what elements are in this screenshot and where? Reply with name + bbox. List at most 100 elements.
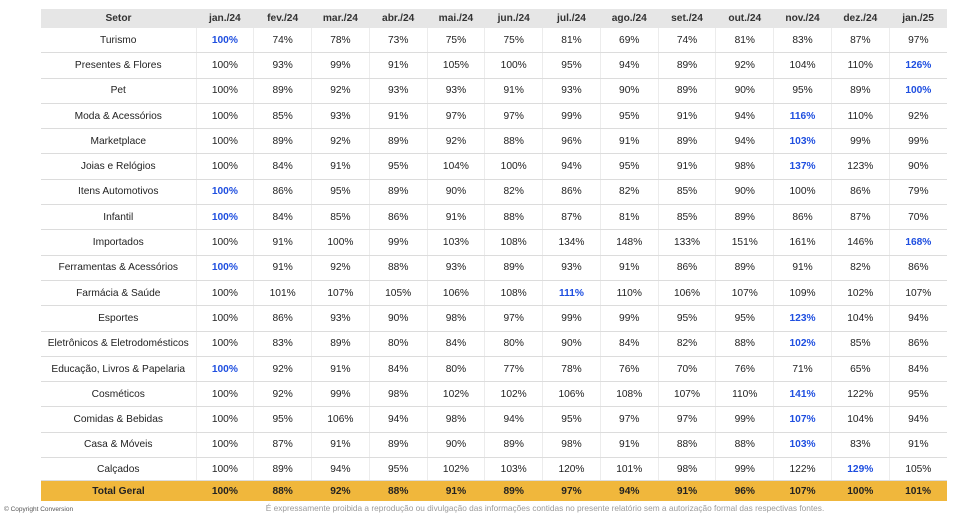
value-cell: 97%: [484, 305, 544, 332]
value-cell: 94%: [889, 305, 947, 332]
value-cell: 83%: [773, 28, 832, 54]
value-cell: 89%: [658, 78, 717, 104]
value-cell: 108%: [484, 229, 544, 256]
total-value-cell: 101%: [889, 480, 947, 502]
header-month: out./24: [715, 9, 774, 28]
value-cell: 95%: [658, 305, 717, 332]
value-cell: 102%: [831, 280, 890, 307]
value-cell: 79%: [889, 179, 947, 206]
value-cell: 84%: [253, 153, 313, 180]
total-value-cell: 91%: [427, 480, 485, 502]
value-cell: 80%: [484, 331, 544, 357]
value-cell: 91%: [253, 229, 313, 256]
value-cell: 137%: [773, 153, 832, 180]
total-row: Total Geral 100% 88% 92% 88% 91% 89% 97% 94% 91%…: [41, 480, 947, 502]
copyright-text: © Copyright Conversion: [4, 506, 74, 513]
value-cell: 91%: [600, 432, 659, 459]
value-cell: 95%: [600, 153, 659, 180]
value-cell: 107%: [715, 280, 775, 307]
total-value-cell: 96%: [715, 480, 774, 502]
value-cell: 161%: [773, 229, 832, 256]
value-cell: 97%: [600, 406, 659, 433]
value-cell: 148%: [600, 229, 659, 256]
value-cell: 81%: [600, 204, 659, 231]
value-cell: 99%: [311, 52, 370, 79]
value-cell: 94%: [542, 153, 601, 180]
value-cell: 106%: [427, 280, 486, 307]
value-cell: 97%: [427, 103, 486, 130]
value-cell: 94%: [484, 406, 544, 433]
value-cell: 110%: [831, 52, 890, 79]
value-cell: 107%: [311, 280, 370, 307]
value-cell: 95%: [715, 305, 775, 332]
sector-name: Esportes: [41, 305, 197, 332]
value-cell: 83%: [253, 331, 313, 357]
value-cell: 108%: [484, 280, 544, 307]
value-cell: 91%: [311, 432, 370, 459]
value-cell: 94%: [369, 406, 428, 433]
total-value-cell: 92%: [311, 480, 370, 502]
value-cell: 82%: [600, 179, 659, 206]
header-month: fev./24: [253, 9, 312, 28]
value-cell: 90%: [542, 331, 601, 357]
value-cell: 105%: [889, 457, 947, 482]
value-cell: 93%: [311, 305, 370, 332]
value-cell: 100%: [196, 305, 255, 332]
value-cell: 84%: [369, 356, 428, 383]
value-cell: 95%: [542, 52, 601, 79]
value-cell: 85%: [658, 179, 717, 206]
total-value-cell: 89%: [484, 480, 543, 502]
value-cell: 69%: [600, 28, 659, 54]
sector-name: Turismo: [41, 28, 197, 54]
value-cell: 94%: [600, 52, 659, 79]
value-cell: 89%: [369, 179, 428, 206]
value-cell: 99%: [600, 305, 659, 332]
header-month: ago./24: [600, 9, 659, 28]
value-cell: 126%: [889, 52, 947, 79]
header-row: Setor jan./24 fev./24 mar./24 abr./24 mai./2…: [41, 9, 947, 28]
value-cell: 86%: [889, 255, 947, 281]
value-cell: 91%: [311, 356, 370, 383]
value-cell: 73%: [369, 28, 428, 54]
header-month: jul./24: [542, 9, 601, 28]
value-cell: 89%: [369, 128, 428, 155]
value-cell: 100%: [484, 52, 544, 79]
value-cell: 123%: [773, 305, 832, 332]
value-cell: 94%: [715, 103, 775, 130]
value-cell: 86%: [773, 204, 832, 231]
total-value-cell: 91%: [658, 480, 716, 502]
value-cell: 90%: [369, 305, 428, 332]
value-cell: 95%: [600, 103, 659, 130]
header-month: set./24: [658, 9, 716, 28]
value-cell: 86%: [889, 331, 947, 357]
value-cell: 98%: [427, 305, 486, 332]
value-cell: 91%: [427, 204, 486, 231]
value-cell: 97%: [889, 28, 947, 54]
value-cell: 97%: [484, 103, 544, 130]
value-cell: 90%: [889, 153, 947, 180]
value-cell: 65%: [831, 356, 890, 383]
total-value-cell: 97%: [542, 480, 601, 502]
value-cell: 85%: [658, 204, 717, 231]
header-month: jan./25: [889, 9, 947, 28]
table-row: Educação, Livros & Papelaria 100% 92% 91% 84…: [41, 356, 947, 383]
value-cell: 76%: [600, 356, 659, 383]
value-cell: 105%: [369, 280, 428, 307]
total-value-cell: 88%: [253, 480, 312, 502]
header-month: dez./24: [831, 9, 890, 28]
value-cell: 70%: [889, 204, 947, 231]
value-cell: 103%: [773, 432, 832, 459]
value-cell: 91%: [600, 255, 659, 281]
table-row: Ferramentas & Acessórios 100% 91% 92% 88% 93%…: [41, 255, 947, 281]
value-cell: 100%: [196, 204, 255, 231]
table-row: Moda & Acessórios 100% 85% 93% 91% 97% 97% 99% 9…: [41, 103, 947, 130]
value-cell: 104%: [773, 52, 832, 79]
value-cell: 85%: [253, 103, 313, 130]
value-cell: 95%: [889, 381, 947, 408]
total-value-cell: 94%: [600, 480, 659, 502]
header-month: nov./24: [773, 9, 832, 28]
sector-name: Presentes & Flores: [41, 52, 197, 79]
value-cell: 100%: [196, 52, 255, 79]
value-cell: 89%: [484, 255, 544, 281]
table-row: Marketplace 100% 89% 92% 89% 92% 88% 96% 91% 89% 9…: [41, 128, 947, 155]
